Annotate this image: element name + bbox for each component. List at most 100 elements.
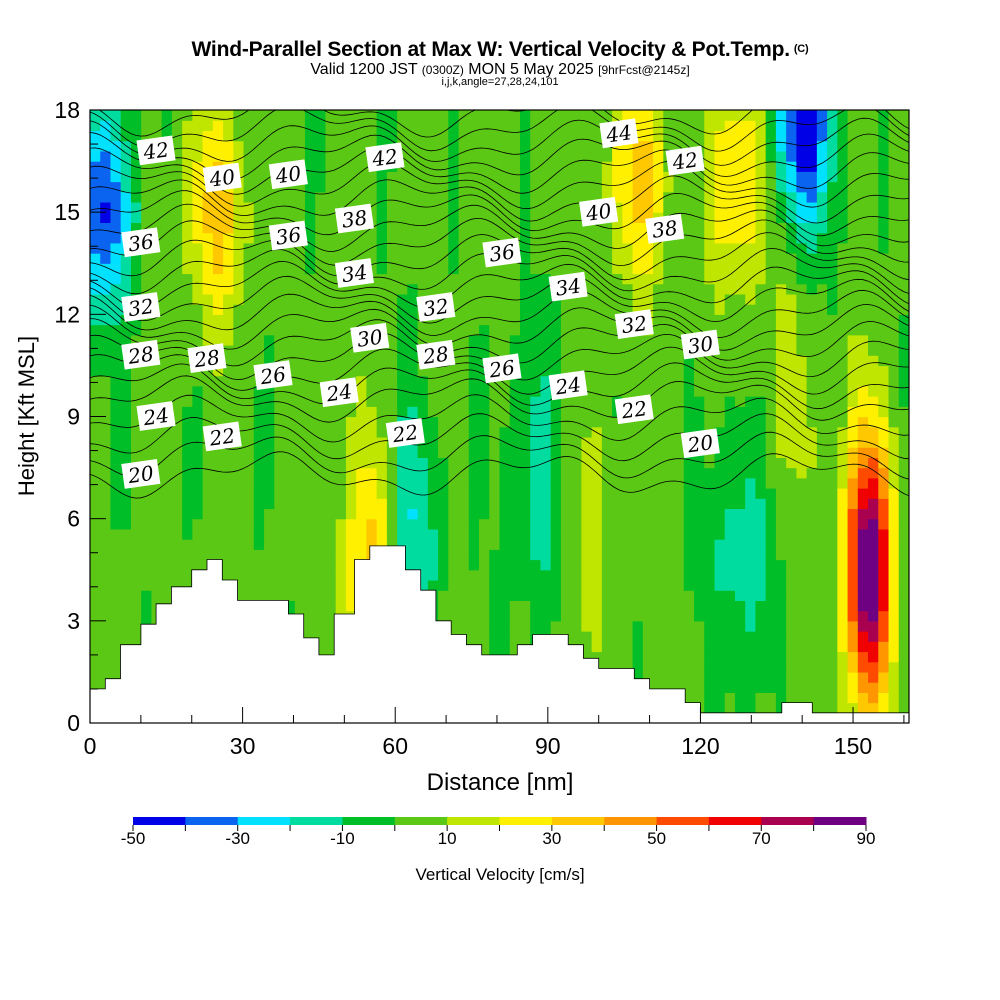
velocity-cell bbox=[694, 641, 705, 653]
velocity-cell bbox=[264, 150, 275, 162]
velocity-cell bbox=[233, 314, 245, 326]
velocity-cell bbox=[734, 436, 746, 448]
y-tick-label: 3 bbox=[67, 608, 80, 634]
velocity-cell bbox=[274, 283, 286, 295]
velocity-cell bbox=[734, 242, 746, 254]
velocity-cell bbox=[540, 324, 552, 336]
velocity-cell bbox=[847, 692, 859, 704]
velocity-cell bbox=[407, 304, 419, 315]
velocity-cell bbox=[663, 242, 675, 254]
velocity-cell bbox=[847, 355, 859, 367]
velocity-cell bbox=[468, 477, 480, 489]
velocity-cell bbox=[509, 457, 521, 469]
velocity-cell bbox=[612, 477, 623, 489]
theta-label: 24 bbox=[319, 377, 359, 408]
velocity-cell bbox=[130, 436, 142, 448]
velocity-cell bbox=[130, 324, 142, 336]
velocity-cell bbox=[366, 293, 378, 305]
velocity-cell bbox=[530, 191, 542, 203]
velocity-cell bbox=[560, 263, 572, 275]
velocity-cell bbox=[274, 528, 286, 540]
velocity-cell bbox=[335, 324, 347, 336]
velocity-cell bbox=[100, 549, 112, 561]
velocity-cell bbox=[816, 263, 828, 275]
velocity-cell bbox=[192, 518, 204, 530]
velocity-cell bbox=[663, 671, 675, 683]
velocity-cell bbox=[274, 253, 286, 264]
theta-label-text: 44 bbox=[604, 120, 634, 147]
velocity-cell bbox=[509, 120, 521, 132]
velocity-cell bbox=[243, 314, 255, 326]
velocity-cell bbox=[100, 447, 112, 458]
velocity-cell bbox=[663, 488, 675, 499]
velocity-cell bbox=[898, 396, 909, 407]
velocity-cell bbox=[724, 610, 736, 622]
velocity-cell bbox=[192, 508, 204, 520]
velocity-cell bbox=[479, 283, 490, 295]
velocity-cell bbox=[530, 150, 542, 162]
velocity-cell bbox=[427, 508, 439, 520]
velocity-cell bbox=[734, 498, 746, 510]
velocity-cell bbox=[366, 355, 378, 367]
velocity-cell bbox=[386, 416, 398, 428]
velocity-cell bbox=[417, 396, 429, 407]
velocity-cell bbox=[898, 467, 909, 479]
velocity-cell bbox=[837, 171, 849, 183]
velocity-cell bbox=[734, 161, 746, 172]
velocity-cell bbox=[816, 324, 828, 336]
velocity-cell bbox=[560, 253, 572, 264]
velocity-cell bbox=[868, 334, 879, 346]
velocity-cell bbox=[468, 579, 480, 591]
velocity-cell bbox=[806, 406, 818, 418]
velocity-cell bbox=[847, 416, 859, 428]
velocity-cell bbox=[673, 191, 685, 203]
theta-label-bg bbox=[268, 159, 308, 190]
velocity-cell bbox=[857, 110, 869, 121]
velocity-cell bbox=[653, 385, 664, 397]
velocity-cell bbox=[663, 293, 675, 305]
velocity-cell bbox=[765, 365, 777, 377]
velocity-cell bbox=[509, 140, 521, 152]
velocity-cell bbox=[509, 569, 521, 581]
velocity-cell bbox=[888, 610, 900, 622]
velocity-cell bbox=[407, 457, 419, 469]
velocity-cell bbox=[376, 120, 388, 132]
velocity-cell bbox=[182, 406, 193, 418]
velocity-cell bbox=[765, 559, 777, 571]
velocity-cell bbox=[509, 191, 521, 203]
velocity-cell bbox=[663, 324, 675, 336]
velocity-cell bbox=[376, 212, 388, 223]
velocity-cell bbox=[837, 436, 849, 448]
velocity-cell bbox=[745, 426, 757, 438]
velocity-cell bbox=[898, 528, 909, 540]
velocity-cell bbox=[202, 304, 214, 315]
velocity-cell bbox=[325, 181, 337, 193]
velocity-cell bbox=[386, 324, 398, 336]
velocity-cell bbox=[110, 171, 122, 183]
velocity-cell bbox=[304, 579, 316, 591]
theta-contour-line bbox=[90, 203, 909, 252]
velocity-cell bbox=[673, 631, 685, 642]
velocity-cell bbox=[560, 201, 572, 213]
velocity-cell bbox=[223, 375, 234, 387]
velocity-cell bbox=[427, 171, 439, 183]
velocity-cell bbox=[530, 508, 542, 520]
velocity-cell bbox=[130, 212, 142, 223]
velocity-cell bbox=[468, 375, 480, 387]
velocity-cell bbox=[765, 212, 777, 223]
velocity-cell bbox=[888, 263, 900, 275]
velocity-cell bbox=[868, 641, 879, 653]
velocity-cell bbox=[284, 426, 296, 438]
velocity-cell bbox=[284, 385, 296, 397]
velocity-cell bbox=[345, 528, 357, 540]
velocity-cell bbox=[591, 518, 603, 530]
velocity-cell bbox=[888, 477, 900, 489]
velocity-cell bbox=[755, 447, 767, 458]
velocity-cell bbox=[591, 641, 603, 653]
velocity-cell bbox=[560, 365, 572, 377]
velocity-cell bbox=[581, 293, 593, 305]
velocity-cell bbox=[386, 201, 398, 213]
velocity-cell bbox=[806, 549, 818, 561]
